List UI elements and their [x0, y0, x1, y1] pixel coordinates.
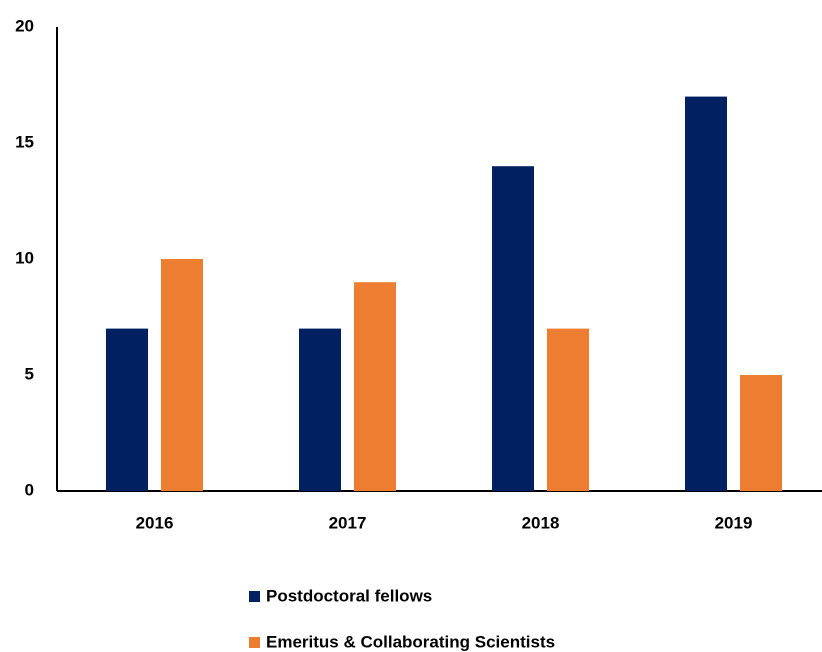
legend-swatch	[249, 591, 260, 602]
x-tick-label: 2019	[715, 513, 753, 532]
bar	[547, 328, 589, 491]
bar	[685, 96, 727, 491]
x-tick-label: 2016	[136, 513, 174, 532]
bar	[161, 259, 203, 491]
bar	[299, 328, 341, 491]
y-tick-label: 15	[15, 132, 34, 151]
y-tick-label: 20	[15, 16, 34, 35]
legend-label: Emeritus & Collaborating Scientists	[266, 632, 555, 651]
y-tick-label: 0	[25, 480, 34, 499]
legend-swatch	[249, 637, 260, 648]
bar	[740, 375, 782, 491]
legend-label: Postdoctoral fellows	[266, 586, 432, 605]
bar	[106, 328, 148, 491]
bar	[354, 282, 396, 491]
x-tick-label: 2017	[329, 513, 367, 532]
y-tick-label: 5	[25, 364, 34, 383]
y-tick-label: 10	[15, 248, 34, 267]
x-tick-label: 2018	[522, 513, 560, 532]
bar	[492, 166, 534, 491]
